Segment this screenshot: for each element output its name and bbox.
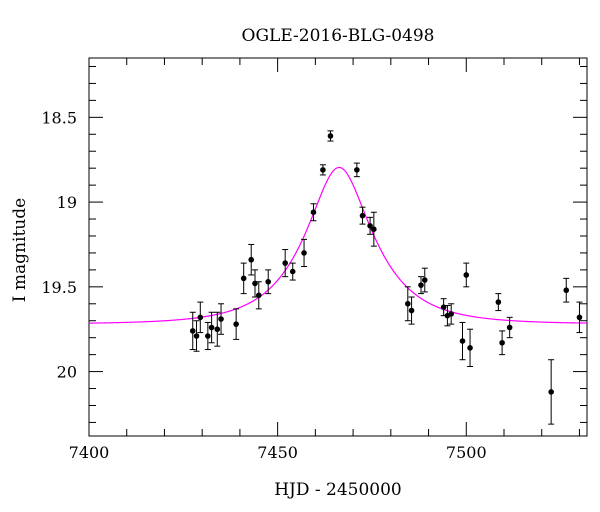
point-marker [301, 250, 307, 256]
data-point [463, 262, 470, 288]
point-marker [240, 275, 247, 282]
point-marker [189, 328, 196, 334]
y-tick-label: 19 [57, 193, 77, 212]
x-tick-label: 7450 [257, 443, 298, 462]
data-point [548, 359, 555, 425]
data-point [418, 276, 424, 295]
point-marker [576, 314, 583, 321]
axis-ticks [88, 58, 587, 436]
x-axis-label: HJD - 2450000 [274, 480, 402, 500]
data-point [218, 303, 225, 335]
point-marker [421, 277, 428, 283]
data-points [189, 130, 583, 425]
data-point [448, 303, 455, 325]
point-marker [367, 223, 373, 229]
point-marker [448, 311, 454, 317]
data-point [301, 238, 308, 267]
data-point [319, 164, 326, 176]
data-point [370, 211, 377, 247]
point-marker [255, 292, 262, 299]
point-marker [282, 260, 288, 266]
data-point [240, 262, 247, 295]
data-point [440, 298, 447, 317]
data-point [459, 321, 466, 361]
y-axis-label: I magnitude [10, 198, 30, 302]
data-point [197, 301, 204, 334]
point-marker [463, 272, 470, 278]
data-point [408, 296, 415, 325]
y-tick-label: 20 [57, 363, 77, 382]
data-point [248, 243, 255, 276]
data-point [404, 286, 411, 322]
point-marker [248, 256, 255, 263]
data-point [233, 308, 240, 340]
data-point [289, 262, 296, 281]
point-marker [320, 167, 326, 173]
point-marker [371, 226, 377, 233]
data-point [563, 277, 570, 303]
data-point [310, 203, 317, 222]
plot-frame [88, 57, 588, 437]
point-marker [359, 212, 366, 219]
axis-tick-labels: 7400 7450 7500 18.5 19 19.5 20 [41, 108, 486, 462]
point-marker [327, 133, 334, 139]
chart-title: OGLE-2016-BLG-0498 [242, 26, 435, 46]
x-tick-label: 7400 [69, 443, 110, 462]
data-point [495, 293, 502, 312]
y-tick-label: 19.5 [41, 278, 77, 297]
point-marker [418, 282, 424, 288]
data-point [467, 328, 474, 368]
data-point [353, 162, 360, 178]
data-point [204, 321, 211, 351]
data-point [255, 281, 262, 310]
point-marker [265, 278, 272, 285]
data-point [506, 316, 513, 339]
data-point [282, 249, 289, 278]
point-marker [233, 321, 239, 327]
x-tick-label: 7500 [446, 443, 487, 462]
point-marker [193, 333, 200, 339]
data-point [252, 269, 258, 298]
point-marker [563, 287, 570, 294]
point-marker [289, 268, 296, 275]
point-marker [467, 345, 473, 351]
data-point [265, 269, 272, 295]
data-point [189, 311, 196, 351]
point-marker [354, 167, 360, 173]
data-point [214, 311, 221, 347]
data-point [327, 130, 334, 142]
data-point [359, 206, 366, 225]
data-point [421, 267, 428, 293]
y-tick-label: 18.5 [41, 108, 77, 127]
data-point [193, 320, 200, 352]
point-marker [499, 339, 505, 346]
point-marker [495, 299, 502, 305]
point-marker [404, 300, 411, 307]
point-marker [208, 324, 215, 331]
point-marker [205, 333, 211, 339]
point-marker [218, 316, 224, 322]
point-marker [408, 307, 415, 314]
point-marker [459, 338, 466, 344]
data-point [208, 311, 215, 344]
data-point [499, 330, 506, 356]
point-marker [214, 326, 221, 333]
point-marker [310, 209, 317, 216]
point-marker [197, 314, 204, 321]
point-marker [548, 389, 554, 395]
data-point [367, 216, 374, 235]
point-marker [506, 324, 513, 331]
model-curve [88, 166, 588, 324]
data-point [576, 301, 583, 334]
